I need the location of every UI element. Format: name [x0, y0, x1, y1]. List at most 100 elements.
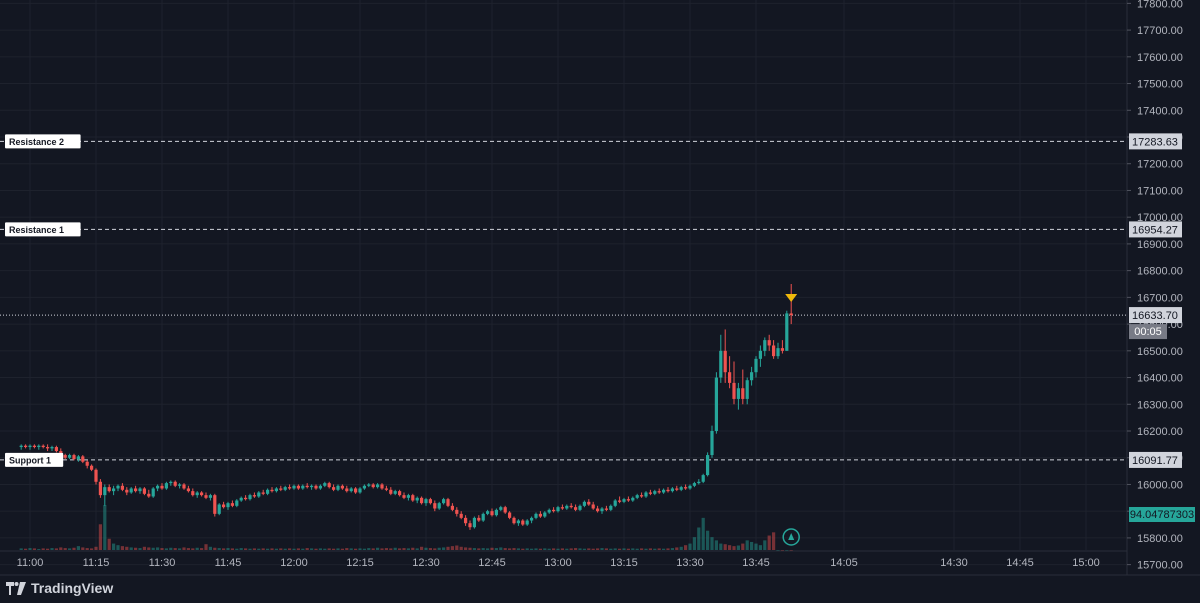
volume-bar — [578, 548, 582, 550]
candle-body — [164, 483, 168, 489]
volume-bar — [85, 548, 89, 550]
price-tick-label: 16500.00 — [1137, 346, 1183, 358]
candle-body — [235, 500, 239, 506]
candle-body — [459, 513, 463, 518]
volume-bar — [252, 548, 256, 550]
volume-bar — [525, 548, 529, 550]
candle-body — [508, 512, 512, 518]
alert-bell-icon[interactable] — [782, 528, 800, 546]
volume-bar — [543, 548, 547, 550]
candle-body — [618, 500, 622, 502]
volume-bar — [32, 548, 36, 550]
volume-bar — [662, 548, 666, 550]
volume-bar — [125, 546, 129, 550]
candle-body — [85, 461, 89, 466]
volume-bar — [398, 548, 402, 550]
volume-bar — [574, 548, 578, 550]
volume-bar — [670, 548, 674, 550]
price-tick-label: 17700.00 — [1137, 25, 1183, 37]
candle-body — [525, 520, 529, 525]
price-tick-label: 16400.00 — [1137, 373, 1183, 385]
candle-body — [516, 520, 520, 524]
volume-bar — [596, 548, 600, 550]
volume-bars — [19, 505, 793, 551]
time-axis[interactable]: 11:00 11:15 11:30 11:45 12:00 12:15 12:30 12:45… — [17, 557, 1100, 569]
candle-body — [191, 491, 195, 496]
volume-bar — [129, 547, 133, 550]
candle-body — [754, 358, 758, 373]
volume-bar — [442, 547, 446, 550]
volume-bar — [666, 548, 670, 550]
volume-bar — [160, 548, 164, 550]
candle-body — [24, 445, 28, 448]
candle-body — [354, 488, 358, 493]
volume-bar — [266, 548, 270, 550]
candle-body — [32, 445, 36, 448]
candle-body — [534, 513, 538, 518]
volume-bar — [323, 548, 327, 550]
candle-body — [327, 483, 331, 488]
volume-bar — [657, 548, 661, 550]
volume-bar — [142, 546, 146, 550]
level-price-label: 16091.77 — [1132, 455, 1178, 467]
candle-body — [732, 382, 736, 399]
candle-body — [345, 488, 349, 492]
volume-bar — [332, 548, 336, 550]
price-tick-label: 17800.00 — [1137, 0, 1183, 10]
volume-bar — [450, 546, 454, 550]
volume-bar — [147, 547, 151, 550]
volume-bar — [72, 547, 76, 550]
candle-body — [384, 488, 388, 490]
volume-bar — [270, 548, 274, 550]
volume-bar — [499, 547, 503, 550]
candle-body — [521, 520, 525, 525]
candle-body — [248, 495, 252, 500]
volume-bar — [376, 547, 380, 550]
candle-body — [736, 388, 740, 399]
candle-body — [648, 492, 652, 494]
volume-bar — [371, 548, 375, 550]
candle-body — [182, 484, 186, 489]
candle-body — [468, 523, 472, 528]
candle-body — [600, 508, 604, 512]
volume-bar — [116, 545, 120, 550]
volume-bar — [446, 546, 450, 550]
candle-body — [530, 517, 534, 521]
candle-body — [644, 492, 648, 497]
candle-body — [336, 485, 340, 490]
volume-bar — [415, 548, 419, 550]
candle-body — [565, 505, 569, 509]
price-tick-label: 16800.00 — [1137, 266, 1183, 278]
time-tick-label: 11:15 — [83, 557, 110, 569]
level-name-label: Support 1 — [9, 455, 51, 465]
candle-body — [626, 499, 630, 501]
volume-bar — [318, 548, 322, 550]
volume-bar — [248, 548, 252, 550]
time-tick-label: 13:45 — [742, 557, 770, 569]
volume-bar — [354, 548, 358, 550]
candle-body — [442, 499, 446, 504]
volume-bar — [780, 550, 784, 551]
candle-body — [279, 488, 283, 490]
volume-bar — [477, 548, 481, 550]
candle-body — [653, 491, 657, 494]
volume-bar — [424, 547, 428, 550]
candle-body — [486, 511, 490, 514]
candle-body — [789, 313, 793, 316]
candle-body — [538, 513, 542, 517]
volume-bar — [406, 548, 410, 550]
volume-bar — [19, 548, 23, 550]
candle-body — [288, 487, 292, 489]
candle-body — [574, 507, 578, 510]
candle-body — [547, 509, 551, 513]
candle-body — [556, 507, 560, 512]
volume-bar — [164, 548, 168, 550]
brand: TradingView — [6, 578, 113, 598]
level-price-box — [1129, 133, 1182, 150]
volume-bar — [728, 545, 732, 550]
volume-bar — [688, 543, 692, 550]
candle-body — [301, 485, 305, 489]
candle-body — [120, 485, 124, 490]
candle-body — [772, 345, 776, 357]
